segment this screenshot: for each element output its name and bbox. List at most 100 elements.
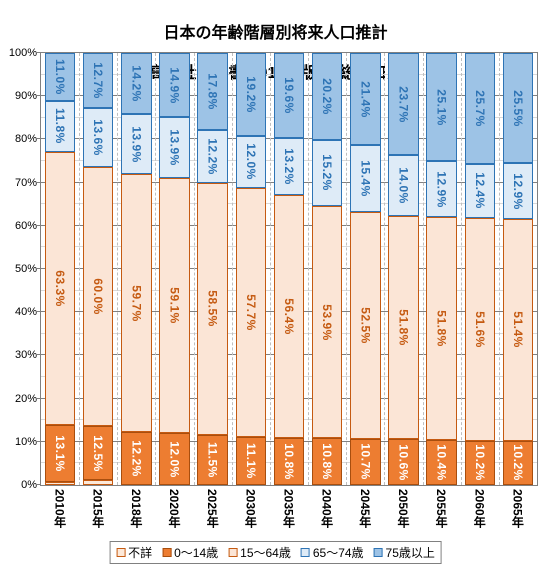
bar-column: 13.1%63.3%11.8%11.0%	[41, 53, 79, 485]
bar-label-age65_74: 15.4%	[358, 160, 372, 197]
bar-label-age15_64: 53.9%	[320, 304, 334, 341]
bar-label-age15_64: 57.7%	[244, 294, 258, 331]
bar-stack: 10.6%51.8%14.0%23.7%	[388, 53, 419, 485]
y-tick-label: 50%	[15, 263, 41, 275]
bar-label-age0_14: 10.2%	[473, 445, 487, 482]
bar-label-age75p: 12.7%	[91, 62, 105, 99]
bar-label-age65_74: 12.9%	[435, 171, 449, 208]
bar-label-age65_74: 13.9%	[129, 126, 143, 163]
legend-swatch	[116, 548, 125, 557]
bar-label-age75p: 25.5%	[511, 90, 525, 127]
x-tick-label: 2035年	[281, 485, 298, 528]
chart-root: 日本の年齢階層別将来人口推計 (高齢社会白書(2018年版)、総人口比) 0%1…	[0, 0, 551, 570]
bar-label-age15_64: 58.5%	[206, 291, 220, 328]
legend-item: 75歳以上	[374, 544, 435, 561]
bar-label-age75p: 14.9%	[168, 67, 182, 104]
legend-item: 不詳	[116, 544, 152, 561]
bar-column: 11.5%58.5%12.2%17.8%	[194, 53, 232, 485]
bar-label-age15_64: 56.4%	[282, 298, 296, 335]
bar-label-age15_64: 51.8%	[435, 310, 449, 347]
bar-stack: 12.5%60.0%13.6%12.7%	[83, 53, 114, 485]
legend-swatch	[374, 548, 383, 557]
bar-label-age65_74: 12.2%	[206, 138, 220, 175]
x-tick-label: 2030年	[242, 485, 259, 528]
bar-label-age75p: 25.1%	[435, 89, 449, 126]
bar-column: 10.6%51.8%14.0%23.7%	[384, 53, 422, 485]
legend: 不詳 0～14歳 15～64歳 65～74歳 75歳以上	[109, 541, 442, 564]
bar-label-age75p: 20.2%	[320, 78, 334, 115]
bar-column: 10.2% 51.6% 12.4% 25.7%	[461, 53, 499, 485]
bar-label-age15_64: 51.4%	[511, 312, 525, 349]
bar-label-age0_14: 13.1%	[53, 435, 67, 472]
x-tick-label: 2055年	[433, 485, 450, 528]
y-tick-label: 20%	[15, 393, 41, 405]
bar-label-age0_14: 12.0%	[168, 441, 182, 478]
legend-label: 0～14歳	[174, 544, 218, 561]
y-tick-label: 30%	[15, 349, 41, 361]
bar-stack: 10.4% 51.8% 12.9% 25.1%	[426, 53, 457, 485]
bar-label-age75p: 19.2%	[244, 76, 258, 113]
bar-label-age65_74: 15.2%	[320, 155, 334, 192]
legend-item: 65～74歳	[301, 544, 364, 561]
y-tick-label: 70%	[15, 177, 41, 189]
legend-swatch	[162, 548, 171, 557]
bar-stack: 10.8%56.4%13.2%19.6%	[274, 53, 305, 485]
bar-label-age15_64: 63.3%	[53, 270, 67, 307]
bar-segment-unknown	[45, 482, 76, 485]
bar-label-age75p: 25.7%	[473, 90, 487, 127]
bar-column: 11.1%57.7%12.0%19.2%	[232, 53, 270, 485]
x-tick-label: 2018年	[128, 485, 145, 528]
bar-stack: 13.1%63.3%11.8%11.0%	[45, 53, 76, 485]
y-tick-label: 10%	[15, 436, 41, 448]
bar-label-age15_64: 51.6%	[473, 311, 487, 348]
bar-label-age65_74: 13.6%	[91, 119, 105, 156]
legend-label: 不詳	[128, 544, 152, 561]
x-tick-label: 2010年	[52, 485, 69, 528]
bar-column: 10.7%52.5%15.4%21.4%	[346, 53, 384, 485]
bar-label-age0_14: 10.6%	[396, 444, 410, 481]
y-tick-label: 0%	[21, 479, 41, 491]
bar-stack: 10.2% 51.6% 12.4% 25.7%	[465, 53, 496, 485]
bar-label-age75p: 17.8%	[206, 73, 220, 110]
bar-label-age75p: 19.6%	[282, 77, 296, 114]
bar-label-age0_14: 10.4%	[435, 444, 449, 481]
x-tick-label: 2015年	[90, 485, 107, 528]
bar-label-age0_14: 10.8%	[320, 443, 334, 480]
bar-stack: 10.7%52.5%15.4%21.4%	[350, 53, 381, 485]
bar-stack: 12.2%59.7%13.9%14.2%	[121, 53, 152, 485]
bar-label-age75p: 23.7%	[396, 86, 410, 123]
bar-label-age0_14: 12.2%	[129, 440, 143, 477]
legend-item: 15～64歳	[228, 544, 291, 561]
bar-label-age15_64: 52.5%	[358, 307, 372, 344]
y-tick-label: 40%	[15, 306, 41, 318]
bar-column: 10.4% 51.8% 12.9% 25.1%	[423, 53, 461, 485]
bar-segment-unknown	[83, 480, 114, 485]
bar-stack: 11.5%58.5%12.2%17.8%	[197, 53, 228, 485]
bar-label-age0_14: 11.1%	[244, 443, 258, 479]
bar-column: 10.2%51.4%12.9%25.5%	[499, 53, 537, 485]
bar-column: 12.0%59.1%13.9%14.9%	[155, 53, 193, 485]
bar-column: 12.5%60.0%13.6%12.7%	[79, 53, 117, 485]
bar-column: 12.2%59.7%13.9%14.2%	[117, 53, 155, 485]
y-tick-label: 80%	[15, 133, 41, 145]
bar-column: 10.8% 53.9% 15.2% 20.2%	[308, 53, 346, 485]
x-tick-label: 2060年	[471, 485, 488, 528]
x-tick-label: 2020年	[166, 485, 183, 528]
bar-label-age15_64: 59.7%	[129, 285, 143, 322]
bar-column: 10.8%56.4%13.2%19.6%	[270, 53, 308, 485]
x-tick-label: 2040年	[319, 485, 336, 528]
y-tick-label: 100%	[9, 47, 41, 59]
bar-label-age65_74: 12.9%	[511, 173, 525, 210]
bar-label-age15_64: 60.0%	[91, 278, 105, 315]
bar-label-age65_74: 12.4%	[473, 173, 487, 210]
bar-stack: 11.1%57.7%12.0%19.2%	[236, 53, 267, 485]
bar-stack: 10.2%51.4%12.9%25.5%	[503, 53, 534, 485]
legend-item: 0～14歳	[162, 544, 218, 561]
bar-label-age65_74: 13.2%	[282, 148, 296, 185]
legend-label: 75歳以上	[386, 544, 435, 561]
y-tick-label: 90%	[15, 90, 41, 102]
y-tick-label: 60%	[15, 220, 41, 232]
bar-label-age65_74: 13.9%	[168, 129, 182, 166]
legend-label: 65～74歳	[313, 544, 364, 561]
legend-swatch	[301, 548, 310, 557]
